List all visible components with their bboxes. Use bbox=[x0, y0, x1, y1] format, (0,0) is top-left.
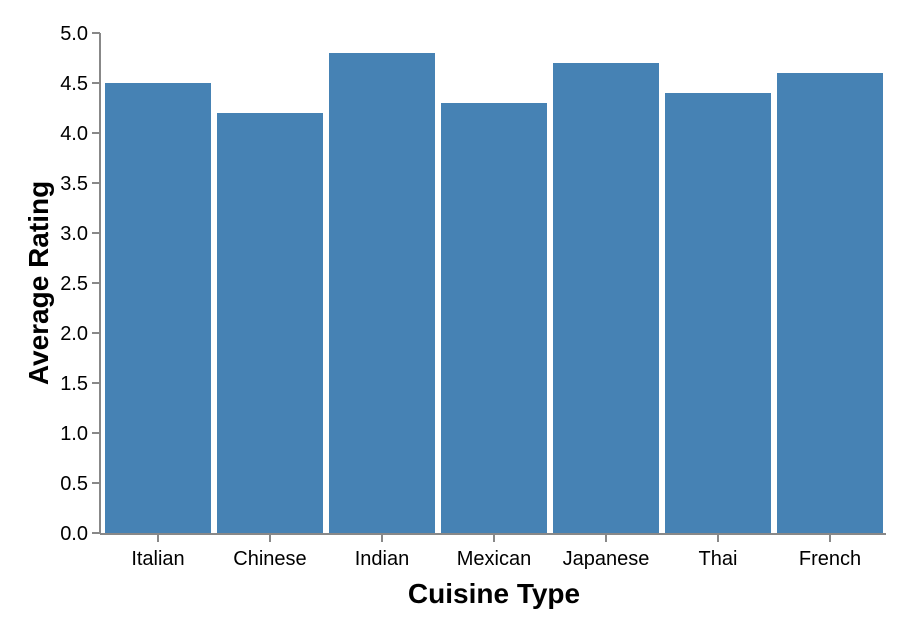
y-tick-label: 3.0 bbox=[60, 223, 88, 245]
y-tick-label: 4.5 bbox=[60, 73, 88, 95]
y-tick-label: 1.5 bbox=[60, 373, 88, 395]
y-tick-label: 2.5 bbox=[60, 273, 88, 295]
bar-mexican bbox=[441, 103, 547, 533]
y-tick-label: 4.0 bbox=[60, 123, 88, 145]
y-tick-label: 0.0 bbox=[60, 523, 88, 545]
bar-chinese bbox=[217, 113, 323, 533]
bar-indian bbox=[329, 53, 435, 533]
x-axis-ticks: Italian Chinese Indian Mexican Japanese Thai F… bbox=[131, 534, 861, 570]
bar-italian bbox=[105, 83, 211, 533]
y-tick-label: 1.0 bbox=[60, 423, 88, 445]
x-tick-label: French bbox=[799, 548, 861, 570]
x-tick-label: Indian bbox=[355, 548, 410, 570]
x-tick-label: Italian bbox=[131, 548, 184, 570]
y-tick-label: 0.5 bbox=[60, 473, 88, 495]
bars-layer bbox=[105, 53, 883, 533]
y-axis-ticks: 0.0 0.5 1.0 1.5 2.0 2.5 3.0 3.5 4.0 4.5 5.0 bbox=[60, 23, 100, 545]
y-axis-title: Average Rating bbox=[23, 181, 54, 385]
x-tick-label: Chinese bbox=[233, 548, 306, 570]
x-axis-title: Cuisine Type bbox=[408, 578, 580, 609]
x-tick-label: Thai bbox=[699, 548, 738, 570]
y-tick-label: 3.5 bbox=[60, 173, 88, 195]
bar-japanese bbox=[553, 63, 659, 533]
x-tick-label: Japanese bbox=[563, 548, 650, 570]
y-tick-label: 5.0 bbox=[60, 23, 88, 45]
bar-french bbox=[777, 73, 883, 533]
x-tick-label: Mexican bbox=[457, 548, 531, 570]
bar-thai bbox=[665, 93, 771, 533]
y-tick-label: 2.0 bbox=[60, 323, 88, 345]
